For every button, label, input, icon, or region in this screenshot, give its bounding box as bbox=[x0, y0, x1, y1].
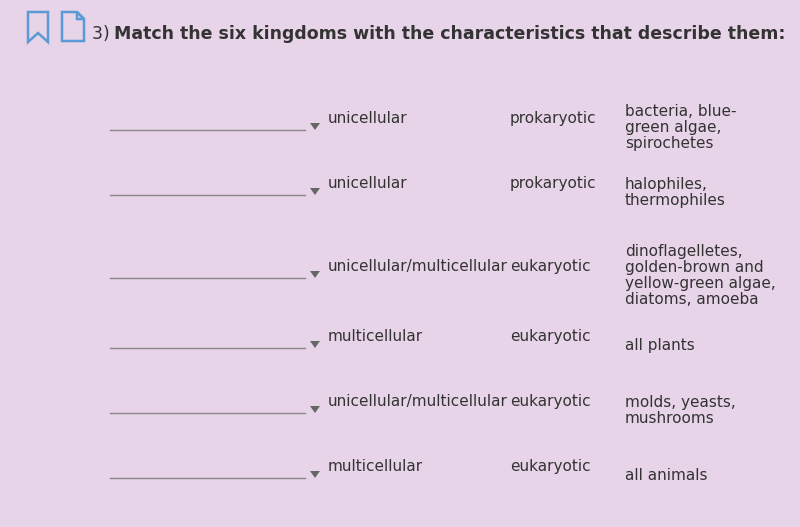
Text: golden-brown and: golden-brown and bbox=[625, 260, 764, 275]
Text: prokaryotic: prokaryotic bbox=[510, 176, 597, 191]
Polygon shape bbox=[310, 123, 320, 130]
Text: thermophiles: thermophiles bbox=[625, 193, 726, 208]
Text: spirochetes: spirochetes bbox=[625, 136, 714, 151]
Text: all plants: all plants bbox=[625, 338, 694, 353]
Text: eukaryotic: eukaryotic bbox=[510, 394, 590, 409]
Text: halophiles,: halophiles, bbox=[625, 177, 708, 192]
Polygon shape bbox=[310, 271, 320, 278]
Text: unicellular: unicellular bbox=[328, 176, 408, 191]
Polygon shape bbox=[310, 406, 320, 413]
Text: dinoflagelletes,: dinoflagelletes, bbox=[625, 244, 742, 259]
Text: mushrooms: mushrooms bbox=[625, 411, 714, 426]
Polygon shape bbox=[310, 471, 320, 478]
Text: 3): 3) bbox=[92, 25, 115, 43]
Text: multicellular: multicellular bbox=[328, 459, 423, 474]
Text: all animals: all animals bbox=[625, 468, 707, 483]
Polygon shape bbox=[310, 341, 320, 348]
Text: unicellular/multicellular: unicellular/multicellular bbox=[328, 394, 508, 409]
Text: molds, yeasts,: molds, yeasts, bbox=[625, 395, 736, 410]
Text: unicellular/multicellular: unicellular/multicellular bbox=[328, 259, 508, 274]
Text: Match the six kingdoms with the characteristics that describe them:: Match the six kingdoms with the characte… bbox=[114, 25, 786, 43]
Text: eukaryotic: eukaryotic bbox=[510, 329, 590, 344]
Text: diatoms, amoeba: diatoms, amoeba bbox=[625, 292, 758, 307]
Text: bacteria, blue-: bacteria, blue- bbox=[625, 104, 737, 119]
Text: eukaryotic: eukaryotic bbox=[510, 459, 590, 474]
Text: green algae,: green algae, bbox=[625, 120, 722, 135]
Text: eukaryotic: eukaryotic bbox=[510, 259, 590, 274]
Text: multicellular: multicellular bbox=[328, 329, 423, 344]
Polygon shape bbox=[310, 188, 320, 195]
Text: yellow-green algae,: yellow-green algae, bbox=[625, 276, 776, 291]
Text: prokaryotic: prokaryotic bbox=[510, 111, 597, 126]
Text: unicellular: unicellular bbox=[328, 111, 408, 126]
